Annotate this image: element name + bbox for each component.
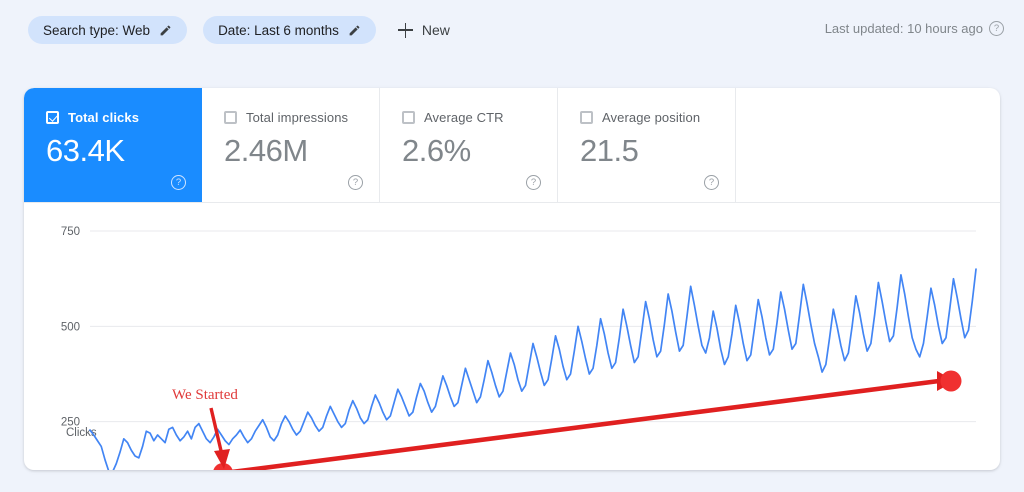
svg-text:500: 500 <box>61 321 80 333</box>
help-icon[interactable]: ? <box>171 175 186 190</box>
filter-bar: Search type: Web Date: Last 6 months New <box>0 0 1024 60</box>
pencil-icon <box>160 25 171 35</box>
plus-icon <box>397 22 413 38</box>
new-filter-button[interactable]: New <box>392 16 456 44</box>
clicks-chart: Clicks 0250500750 7/5/227/26/228/16/229/… <box>24 203 1000 470</box>
help-icon[interactable]: ? <box>526 175 541 190</box>
help-icon[interactable]: ? <box>989 21 1004 36</box>
metric-card-header: Total impressions <box>224 110 379 125</box>
metric-label: Total impressions <box>246 110 349 125</box>
metric-card-average-position[interactable]: Average position 21.5 ? <box>558 88 736 202</box>
metric-card-total-clicks[interactable]: Total clicks 63.4K ? <box>24 88 202 202</box>
chart-svg: 0250500750 7/5/227/26/228/16/229/6/229/2… <box>61 226 977 470</box>
metric-label: Average position <box>602 110 701 125</box>
y-axis-ticks: 0250500750 <box>61 226 80 429</box>
performance-panel: Total clicks 63.4K ? Total impressions 2… <box>24 88 1000 470</box>
help-icon[interactable]: ? <box>704 175 719 190</box>
help-icon[interactable]: ? <box>348 175 363 190</box>
metric-label: Average CTR <box>424 110 504 125</box>
metric-value: 2.46M <box>224 133 308 168</box>
chip-search-type[interactable]: Search type: Web <box>28 16 188 44</box>
checkbox-average-ctr[interactable] <box>402 111 415 124</box>
metric-cards: Total clicks 63.4K ? Total impressions 2… <box>24 88 1000 203</box>
svg-text:750: 750 <box>61 226 80 238</box>
last-updated-label: Last updated: 10 hours ago <box>824 21 983 36</box>
metric-card-average-ctr[interactable]: Average CTR 2.6% ? <box>380 88 558 202</box>
metric-card-header: Total clicks <box>46 110 202 125</box>
clicks-line-series <box>89 268 977 470</box>
checkbox-average-position[interactable] <box>580 111 593 124</box>
metric-value: 2.6% <box>402 133 471 168</box>
new-filter-label: New <box>421 22 450 38</box>
metric-label: Total clicks <box>68 110 140 125</box>
metric-card-header: Average CTR <box>402 110 557 125</box>
chart-gridlines <box>90 230 976 423</box>
metric-value: 63.4K <box>46 133 125 168</box>
chip-date-range[interactable]: Date: Last 6 months <box>203 16 376 44</box>
chip-date-range-label: Date: Last 6 months <box>218 22 339 38</box>
checkbox-total-impressions[interactable] <box>224 111 237 124</box>
y-axis-title: Clicks <box>66 427 97 439</box>
metric-value: 21.5 <box>580 133 639 168</box>
checkbox-total-clicks[interactable] <box>46 111 59 124</box>
last-updated: Last updated: 10 hours ago ? <box>825 21 1004 36</box>
metric-card-header: Average position <box>580 110 735 125</box>
metric-card-total-impressions[interactable]: Total impressions 2.46M ? <box>202 88 380 202</box>
chip-search-type-label: Search type: Web <box>43 22 151 38</box>
svg-text:250: 250 <box>61 417 80 429</box>
pencil-icon <box>349 25 360 35</box>
